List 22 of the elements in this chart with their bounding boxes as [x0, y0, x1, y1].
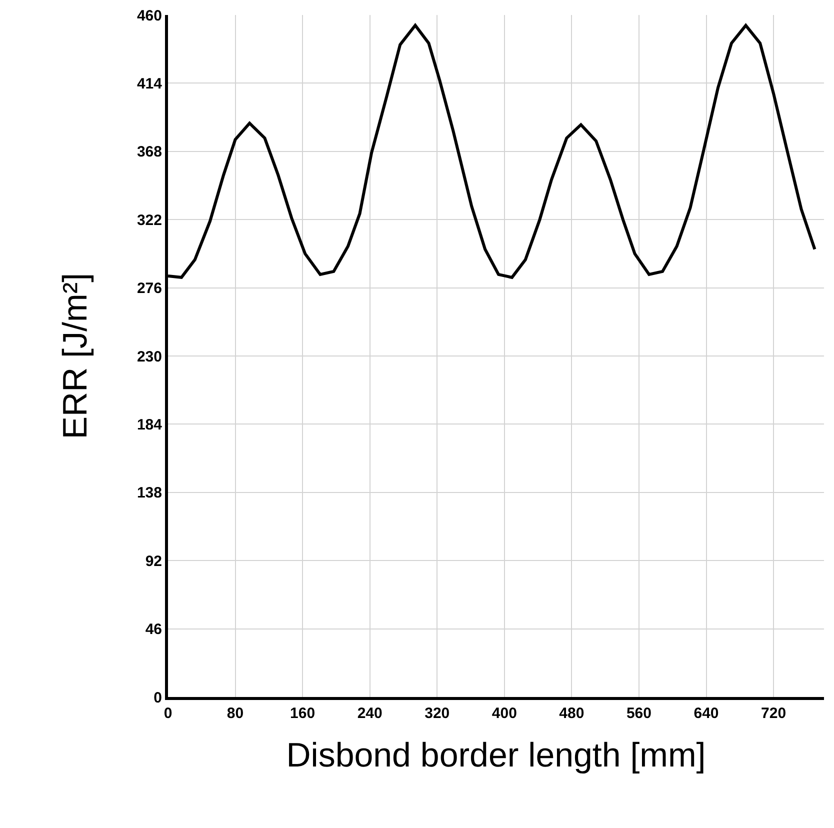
y-tick-label: 322 [136, 212, 162, 229]
x-tick-label: 640 [694, 705, 719, 722]
x-tick-label: 320 [424, 705, 450, 722]
y-tick-label: 92 [145, 552, 162, 570]
x-axis-title: Disbond border length [mm] [286, 736, 706, 774]
y-tick-label: 460 [136, 7, 162, 24]
x-tick-label: 80 [226, 705, 244, 722]
y-tick-label: 184 [136, 416, 163, 434]
y-tick-label: 276 [136, 280, 162, 298]
y-tick-label: 138 [136, 484, 162, 502]
y-tick-label: 0 [154, 689, 162, 706]
y-tick-label: 368 [136, 144, 162, 161]
y-tick-label: 46 [145, 621, 162, 638]
x-tick-label: 400 [492, 705, 517, 722]
x-tick-label: 720 [761, 705, 786, 722]
x-tick-label: 240 [357, 705, 382, 722]
y-axis-title: ERR [J/m²] [56, 272, 95, 440]
y-tick-label: 414 [136, 75, 163, 92]
x-tick-label: 160 [290, 705, 316, 722]
x-tick-label: 560 [626, 705, 652, 722]
y-tick-label: 230 [136, 348, 162, 366]
x-tick-label: 480 [559, 705, 584, 722]
